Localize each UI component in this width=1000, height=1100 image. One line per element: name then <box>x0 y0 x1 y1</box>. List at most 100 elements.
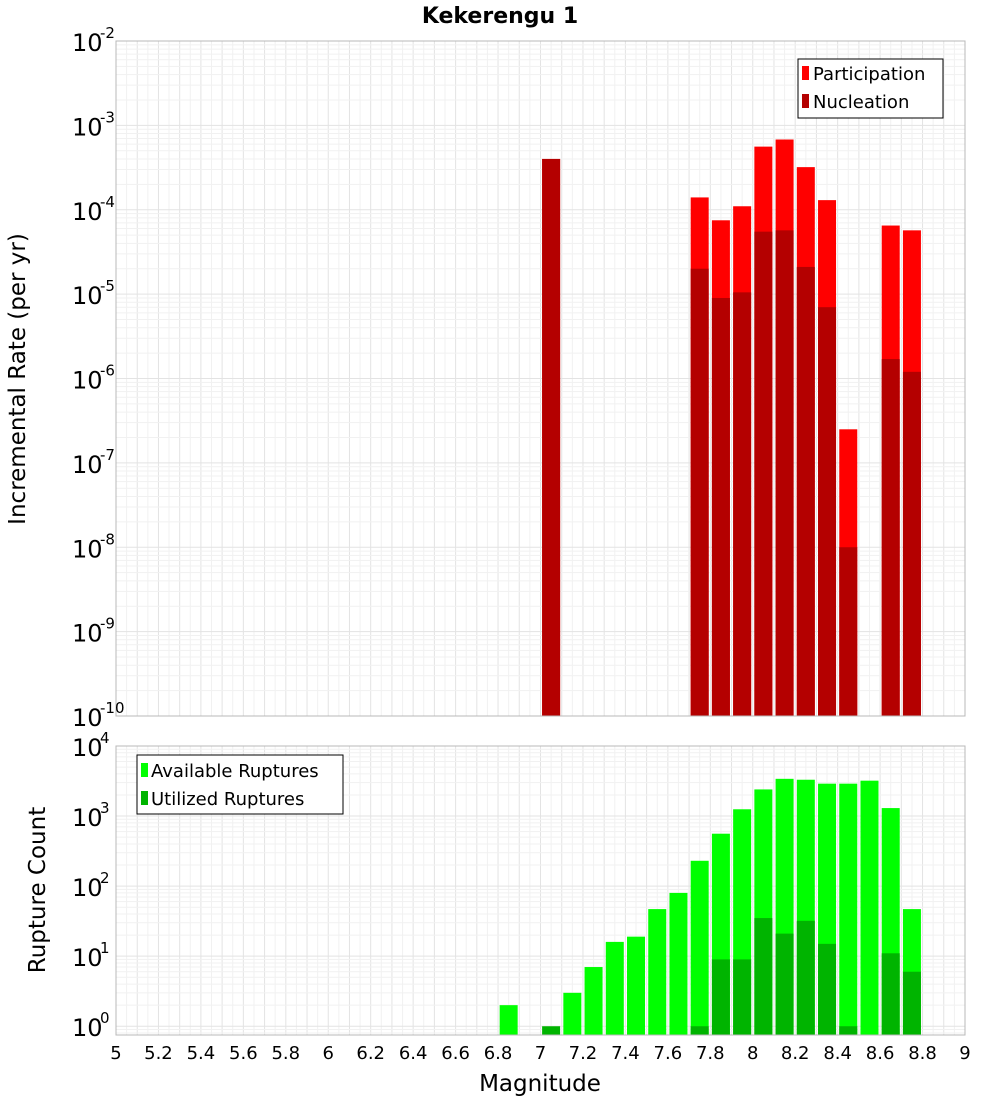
legend-swatch-utilized <box>141 791 148 805</box>
top-plot-grid <box>116 40 965 717</box>
y-tick-label-base: 10 <box>72 804 103 832</box>
x-tick-label: 5.2 <box>144 1043 173 1064</box>
legend-swatch-available <box>141 763 148 777</box>
bar-utilized-ruptures <box>754 918 773 1035</box>
y-tick-label-base: 10 <box>72 282 103 310</box>
bar-available-ruptures <box>563 992 582 1035</box>
x-tick-label: 5.8 <box>271 1043 300 1064</box>
bar-utilized-ruptures <box>775 933 794 1035</box>
y-tick-label-base: 10 <box>72 944 103 972</box>
top-plot-frame <box>115 40 966 717</box>
x-axis-label: Magnitude <box>479 1071 601 1097</box>
y-tick-label-base: 10 <box>72 734 103 762</box>
y-tick-label-exponent: 2 <box>100 869 110 887</box>
top-y-axis-label: Incremental Rate (per yr) <box>5 233 31 525</box>
bar-nucleation <box>733 292 752 716</box>
bottom-plot-frame <box>115 745 966 1036</box>
y-tick-label-exponent: -4 <box>100 193 115 211</box>
top-y-tick-labels: 10-210-310-410-510-610-710-810-910-10 <box>72 24 125 732</box>
x-tick-label: 6.2 <box>356 1043 385 1064</box>
bar-nucleation <box>818 307 837 716</box>
y-tick-label-base: 10 <box>72 367 103 395</box>
x-tick-label: 6.4 <box>399 1043 428 1064</box>
bar-nucleation <box>775 230 794 716</box>
bar-nucleation <box>542 158 561 717</box>
y-tick-label-exponent: 1 <box>100 939 110 957</box>
y-tick-label-exponent: -2 <box>100 24 115 42</box>
bar-utilized-ruptures <box>881 953 900 1035</box>
bar-nucleation <box>796 266 815 716</box>
legend-label-available: Available Ruptures <box>151 761 319 782</box>
chart-title: Kekerengu 1 <box>422 4 578 29</box>
bar-available-ruptures <box>669 892 688 1035</box>
y-tick-label-exponent: -10 <box>100 699 125 717</box>
bar-utilized-ruptures <box>733 959 752 1035</box>
x-tick-label: 6.6 <box>441 1043 470 1064</box>
x-tick-label: 8.6 <box>866 1043 895 1064</box>
y-tick-label-base: 10 <box>72 29 103 57</box>
top-plot-bars <box>542 139 921 717</box>
bottom-plot-bars <box>499 778 921 1035</box>
y-tick-label-exponent: -8 <box>100 530 115 548</box>
x-tick-label: 5 <box>110 1043 121 1064</box>
y-tick-label-base: 10 <box>72 113 103 141</box>
x-tick-label: 7 <box>535 1043 546 1064</box>
bar-utilized-ruptures <box>796 920 815 1035</box>
legend-swatch-participation <box>802 66 809 80</box>
bar-nucleation <box>902 371 921 716</box>
bar-available-ruptures <box>605 941 624 1035</box>
x-tick-label: 7.6 <box>654 1043 683 1064</box>
y-tick-label-exponent: -9 <box>100 615 115 633</box>
x-tick-label: 8.2 <box>781 1043 810 1064</box>
legend-label-utilized: Utilized Ruptures <box>151 789 304 810</box>
y-tick-label-exponent: 3 <box>100 799 110 817</box>
y-tick-label-exponent: 4 <box>100 729 110 747</box>
legend-swatch-nucleation <box>802 94 809 108</box>
bar-nucleation <box>711 297 730 716</box>
top-legend: Participation Nucleation <box>797 58 944 119</box>
bar-utilized-ruptures <box>902 971 921 1035</box>
x-tick-labels: 5 5.2 5.4 5.6 5.8 6 6.2 6.4 6.6 6.8 7 7.2 7.4 7.6 7.8 8… <box>110 1043 970 1064</box>
bar-available-ruptures <box>648 909 667 1035</box>
y-tick-label-base: 10 <box>72 535 103 563</box>
bar-available-ruptures <box>499 1005 518 1035</box>
y-tick-label-base: 10 <box>72 874 103 902</box>
top-legend-box <box>797 58 944 119</box>
bar-nucleation <box>881 359 900 716</box>
x-tick-label: 8 <box>747 1043 758 1064</box>
bar-utilized-ruptures <box>542 1026 561 1035</box>
bar-available-ruptures <box>690 860 709 1035</box>
bar-available-ruptures <box>584 967 603 1035</box>
bar-utilized-ruptures <box>839 1026 858 1035</box>
bar-utilized-ruptures <box>818 943 837 1035</box>
x-tick-label: 6 <box>323 1043 334 1064</box>
bar-nucleation <box>754 231 773 716</box>
x-tick-label: 9 <box>959 1043 970 1064</box>
y-tick-label-exponent: -5 <box>100 277 115 295</box>
x-tick-label: 7.8 <box>696 1043 725 1064</box>
legend-label-nucleation: Nucleation <box>813 92 909 113</box>
y-tick-label-base: 10 <box>72 1014 103 1042</box>
bar-available-ruptures <box>839 783 858 1035</box>
x-tick-label: 8.4 <box>823 1043 852 1064</box>
bottom-y-axis-label: Rupture Count <box>25 807 51 973</box>
y-tick-label-exponent: -3 <box>100 108 115 126</box>
bar-available-ruptures <box>860 780 879 1035</box>
y-tick-label-base: 10 <box>72 198 103 226</box>
x-tick-label: 7.2 <box>569 1043 598 1064</box>
y-tick-label-base: 10 <box>72 620 103 648</box>
bar-available-ruptures <box>627 936 646 1035</box>
x-tick-label: 6.8 <box>484 1043 513 1064</box>
y-tick-label-exponent: 0 <box>100 1009 110 1027</box>
y-tick-label-base: 10 <box>72 451 103 479</box>
bottom-legend-box <box>136 754 344 815</box>
x-tick-label: 8.8 <box>908 1043 937 1064</box>
y-tick-label-exponent: -7 <box>100 446 115 464</box>
bar-utilized-ruptures <box>711 959 730 1035</box>
bar-nucleation <box>690 268 709 716</box>
x-tick-label: 5.6 <box>229 1043 258 1064</box>
y-tick-label-exponent: -6 <box>100 362 115 380</box>
x-tick-label: 7.4 <box>611 1043 640 1064</box>
